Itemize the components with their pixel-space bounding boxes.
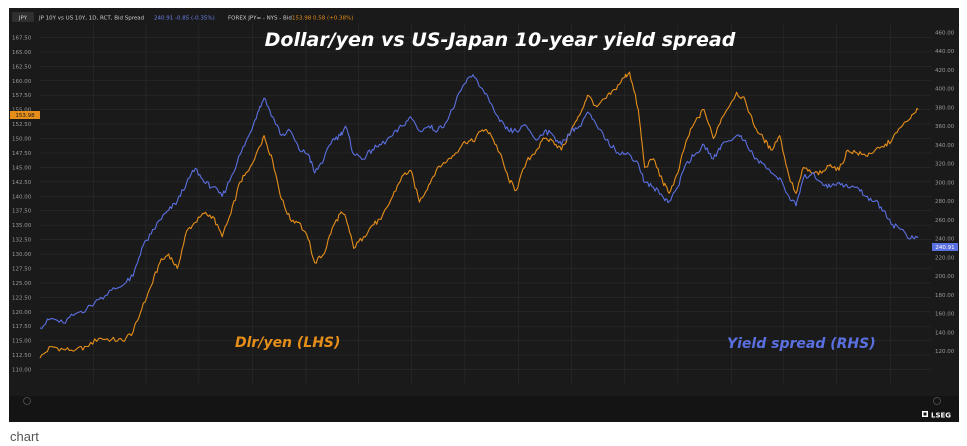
left-tick-label: 137.50 <box>12 209 32 215</box>
left-tick-label: 165.00 <box>12 50 32 56</box>
settings-icon[interactable] <box>23 397 31 405</box>
expand-icon[interactable] <box>933 397 941 405</box>
right-tick-label: 300.00 <box>935 180 955 186</box>
left-tick-label: 130.00 <box>12 252 32 258</box>
usdjpy-line <box>39 71 919 359</box>
left-tick-label: 122.50 <box>12 295 32 301</box>
currency-badge-bg <box>12 12 34 22</box>
right-tick-label: 320.00 <box>935 162 955 168</box>
right-tick-label: 120.00 <box>935 349 955 355</box>
right-tick-label: 200.00 <box>935 274 955 280</box>
left-tick-label: 135.00 <box>12 223 32 229</box>
left-tick-label: 155.00 <box>12 108 32 114</box>
left-tick-label: 120.00 <box>12 310 32 316</box>
spread-last-value-tag <box>932 243 958 251</box>
spread-annotation: Yield spread (RHS) <box>727 336 876 352</box>
left-tick-label: 157.50 <box>12 93 32 99</box>
usdjpy-annotation: Dlr/yen (LHS) <box>235 335 340 351</box>
currency-badge: JPY <box>18 16 28 22</box>
left-tick-label: 142.50 <box>12 180 32 186</box>
left-tick-label: 125.00 <box>12 281 32 287</box>
right-tick-label: 260.00 <box>935 218 955 224</box>
right-tick-label: 140.00 <box>935 330 955 336</box>
left-tick-label: 152.50 <box>12 122 32 128</box>
right-tick-label: 180.00 <box>935 293 955 299</box>
left-tick-label: 127.50 <box>12 266 32 272</box>
left-tick-label: 160.00 <box>12 79 32 85</box>
left-tick-label: 117.50 <box>12 324 32 330</box>
right-tick-label: 440.00 <box>935 49 955 55</box>
right-tick-label: 380.00 <box>935 105 955 111</box>
spread-line <box>39 74 919 330</box>
left-tick-label: 147.50 <box>12 151 32 157</box>
usdjpy-last-value-tag <box>10 111 40 119</box>
right-tick-label: 220.00 <box>935 255 955 261</box>
series-layer <box>39 71 919 359</box>
left-tick-label: 140.00 <box>12 194 32 200</box>
chart-title: Dollar/yen vs US-Japan 10-year yield spr… <box>265 29 736 51</box>
chart-frame: 110.00 112.50 115.00 117.50 120.00 122.50 125.… <box>9 8 959 422</box>
right-tick-label: 240.00 <box>935 237 955 243</box>
right-axis: 120.00 140.00 160.00 180.00 200.00 220.00 240.… <box>935 30 955 355</box>
left-axis: 110.00 112.50 115.00 117.50 120.00 122.50 125.… <box>12 35 32 373</box>
spread-last-value: 240.91 <box>935 245 954 251</box>
figure-caption: chart <box>10 429 39 444</box>
fx-legend-values: 153.98 0.58 (+0.38%) <box>292 16 353 22</box>
bottom-bar <box>9 396 959 422</box>
right-tick-label: 460.00 <box>935 30 955 36</box>
spread-legend-label: JP 10Y vs US 10Y, 1D, RCT, Bid Spread <box>38 16 144 22</box>
left-tick-label: 132.50 <box>12 238 32 244</box>
left-tick-label: 162.50 <box>12 64 32 70</box>
lseg-logo: LSEG <box>922 411 951 420</box>
left-tick-label: 112.50 <box>12 353 32 359</box>
right-tick-label: 400.00 <box>935 87 955 93</box>
chart-background <box>9 8 959 422</box>
left-tick-label: 110.00 <box>12 368 32 374</box>
right-tick-label: 340.00 <box>935 143 955 149</box>
chart-svg: 110.00 112.50 115.00 117.50 120.00 122.50 125.… <box>9 8 959 422</box>
left-tick-label: 167.50 <box>12 35 32 41</box>
right-tick-label: 360.00 <box>935 124 955 130</box>
usdjpy-last-value: 153.98 <box>15 113 35 119</box>
left-tick-label: 145.00 <box>12 165 32 171</box>
right-tick-label: 280.00 <box>935 199 955 205</box>
right-tick-label: 160.00 <box>935 312 955 318</box>
right-tick-label: 420.00 <box>935 68 955 74</box>
spread-legend-values: 240.91 -0.85 (-0.35%) <box>154 16 215 22</box>
lseg-logo-text: LSEG <box>931 412 951 420</box>
fx-legend-label: FOREX JPY= - NYS - Bid <box>228 16 292 22</box>
left-tick-label: 150.00 <box>12 137 32 143</box>
left-tick-label: 115.00 <box>12 339 32 345</box>
